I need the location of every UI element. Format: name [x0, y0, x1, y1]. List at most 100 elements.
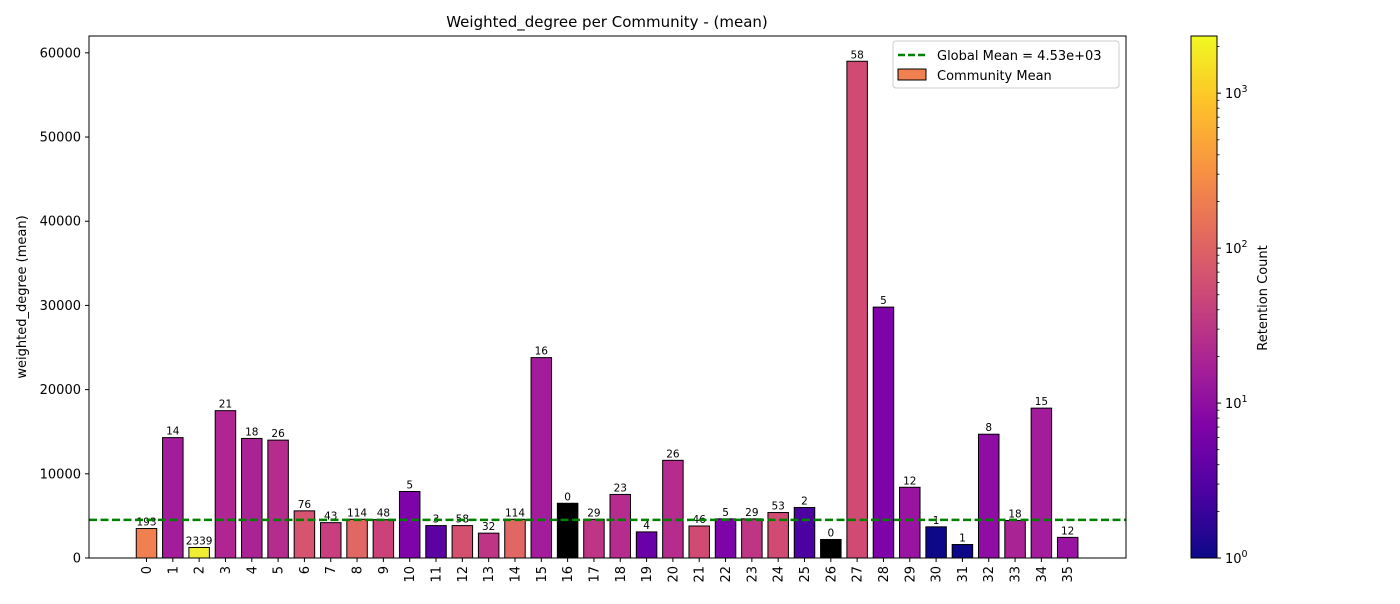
bar-19: [635, 531, 658, 559]
bar-count-label: 29: [587, 507, 600, 519]
bar-14: [504, 518, 526, 559]
colorbar-tick-label: 103: [1225, 84, 1248, 102]
x-tick-label: 3: [219, 566, 234, 574]
x-tick-label: 21: [693, 566, 708, 583]
bar-23: [741, 518, 763, 559]
bar-16: [556, 502, 579, 559]
x-tick-label: 23: [745, 566, 760, 583]
x-tick-label: 5: [272, 566, 287, 574]
x-tick-label: 6: [298, 566, 313, 574]
x-tick-label: 20: [666, 566, 681, 583]
colorbar-label: Retention Count: [1256, 245, 1271, 350]
y-axis-label: weighted_degree (mean): [15, 215, 30, 378]
bar-1: [162, 437, 184, 559]
x-tick-label: 32: [982, 566, 997, 583]
bar-11: [425, 525, 447, 559]
bar-13: [477, 532, 500, 559]
bar-18: [609, 493, 632, 559]
bar-20: [662, 459, 684, 559]
x-tick-label: 8: [351, 566, 366, 574]
bar-2: [188, 546, 210, 559]
bar-count-label: 16: [535, 346, 549, 358]
bar-4: [241, 437, 263, 559]
x-tick-label: 19: [640, 566, 655, 583]
y-tick-label: 10000: [40, 467, 81, 482]
x-tick-label: 28: [877, 566, 892, 583]
x-tick-label: 2: [193, 566, 208, 574]
x-tick-label: 1: [166, 566, 181, 574]
colorbar-tick-label: 100: [1225, 549, 1248, 567]
legend-global-mean-label: Global Mean = 4.53e+03: [937, 49, 1102, 64]
bar-count-label: 48: [377, 508, 390, 520]
bar-6: [293, 510, 316, 559]
x-tick-label: 33: [1009, 566, 1024, 583]
bar-17: [583, 518, 605, 559]
bar-29: [899, 486, 921, 559]
bar-count-label: 21: [219, 399, 232, 411]
legend-community-mean-swatch: [897, 68, 927, 81]
bar-count-label: 14: [166, 426, 180, 438]
legend: Global Mean = 4.53e+03 Community Mean: [892, 40, 1120, 89]
x-tick-label: 4: [245, 566, 260, 574]
y-tick-label: 40000: [40, 215, 81, 230]
bar-count-label: 2: [801, 495, 808, 507]
plot-frame: [88, 35, 1127, 559]
bar-count-label: 26: [666, 448, 680, 460]
bar-count-label: 8: [985, 422, 992, 434]
bar-5: [267, 439, 289, 559]
bar-count-label: 53: [771, 501, 784, 513]
bar-count-label: 29: [745, 507, 758, 519]
bar-count-label: 5: [406, 479, 413, 491]
y-tick-label: 0: [73, 552, 81, 567]
y-tick-label: 50000: [40, 131, 81, 146]
plot-area: 0100002000030000400005000060000193014123…: [40, 46, 1126, 583]
colorbar-tick-label: 102: [1225, 239, 1248, 257]
bar-count-label: 12: [903, 475, 916, 487]
x-tick-label: 7: [324, 566, 339, 574]
bar-8: [346, 518, 368, 559]
bar-32: [977, 433, 1000, 559]
bar-count-label: 2339: [186, 535, 213, 547]
x-tick-label: 29: [903, 566, 918, 583]
colorbar-tick-label: 101: [1225, 394, 1248, 412]
bar-35: [1056, 536, 1079, 559]
y-tick-label: 30000: [40, 299, 81, 314]
x-tick-label: 11: [430, 566, 445, 583]
bar-22: [714, 518, 737, 559]
bar-count-label: 15: [1035, 396, 1048, 408]
bar-count-label: 23: [614, 482, 627, 494]
bar-12: [451, 525, 474, 559]
bar-count-label: 1: [959, 533, 966, 545]
x-tick-label: 18: [614, 566, 629, 583]
x-tick-label: 25: [798, 566, 813, 583]
chart-title: Weighted_degree per Community - (mean): [446, 13, 768, 32]
x-tick-label: 22: [719, 566, 734, 583]
bar-count-label: 0: [827, 527, 834, 539]
bar-25: [793, 506, 816, 559]
x-tick-label: 34: [1035, 566, 1050, 583]
bar-15: [530, 357, 553, 559]
bar-count-label: 5: [722, 507, 729, 519]
bar-33: [1004, 520, 1026, 559]
bar-count-label: 18: [1008, 509, 1021, 521]
colorbar-ticks: 100 101 102 103: [1217, 46, 1248, 567]
bar-count-label: 0: [564, 491, 571, 503]
x-tick-label: 0: [140, 566, 155, 574]
x-tick-label: 35: [1061, 566, 1076, 583]
bar-9: [372, 519, 395, 559]
bar-7: [319, 522, 342, 559]
bar-21: [688, 525, 710, 559]
bar-count-label: 32: [482, 521, 495, 533]
y-tick-label: 20000: [40, 383, 81, 398]
bar-count-label: 114: [347, 507, 367, 519]
colorbar: 100 101 102 103 Retention Count: [1190, 35, 1271, 567]
bar-26: [820, 538, 842, 559]
y-tick-label: 60000: [40, 46, 81, 61]
x-tick-label: 30: [930, 566, 945, 583]
bar-0: [135, 528, 158, 559]
bar-34: [1030, 407, 1053, 559]
colorbar-gradient: [1190, 35, 1218, 559]
x-tick-label: 10: [403, 566, 418, 583]
x-tick-label: 26: [824, 566, 839, 583]
